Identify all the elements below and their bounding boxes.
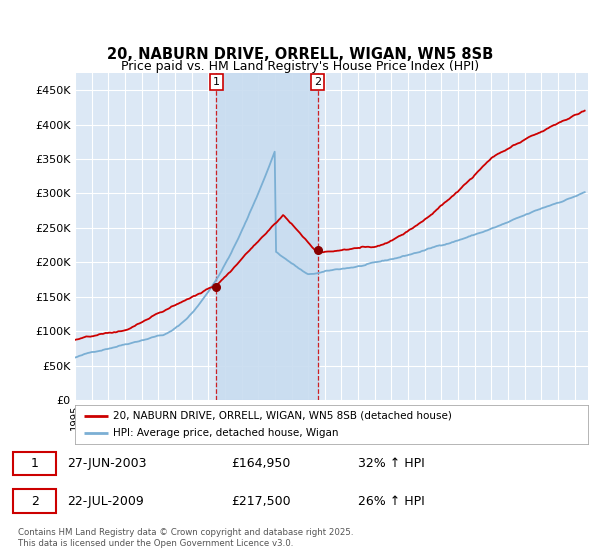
Text: £164,950: £164,950 [231, 456, 290, 470]
Text: HPI: Average price, detached house, Wigan: HPI: Average price, detached house, Wiga… [113, 428, 339, 438]
Text: 1: 1 [213, 77, 220, 87]
Text: 27-JUN-2003: 27-JUN-2003 [67, 456, 146, 470]
Text: 26% ↑ HPI: 26% ↑ HPI [358, 494, 424, 507]
Text: 2: 2 [314, 77, 321, 87]
FancyBboxPatch shape [13, 489, 56, 513]
Text: 22-JUL-2009: 22-JUL-2009 [67, 494, 143, 507]
Text: 1: 1 [31, 456, 38, 470]
Text: Contains HM Land Registry data © Crown copyright and database right 2025.
This d: Contains HM Land Registry data © Crown c… [18, 528, 353, 548]
FancyBboxPatch shape [13, 451, 56, 475]
Text: Price paid vs. HM Land Registry's House Price Index (HPI): Price paid vs. HM Land Registry's House … [121, 59, 479, 73]
Text: 20, NABURN DRIVE, ORRELL, WIGAN, WN5 8SB: 20, NABURN DRIVE, ORRELL, WIGAN, WN5 8SB [107, 48, 493, 62]
Text: 20, NABURN DRIVE, ORRELL, WIGAN, WN5 8SB (detached house): 20, NABURN DRIVE, ORRELL, WIGAN, WN5 8SB… [113, 410, 452, 421]
Text: £217,500: £217,500 [231, 494, 290, 507]
Text: 32% ↑ HPI: 32% ↑ HPI [358, 456, 424, 470]
Text: 2: 2 [31, 494, 38, 507]
Bar [217, 73, 317, 400]
